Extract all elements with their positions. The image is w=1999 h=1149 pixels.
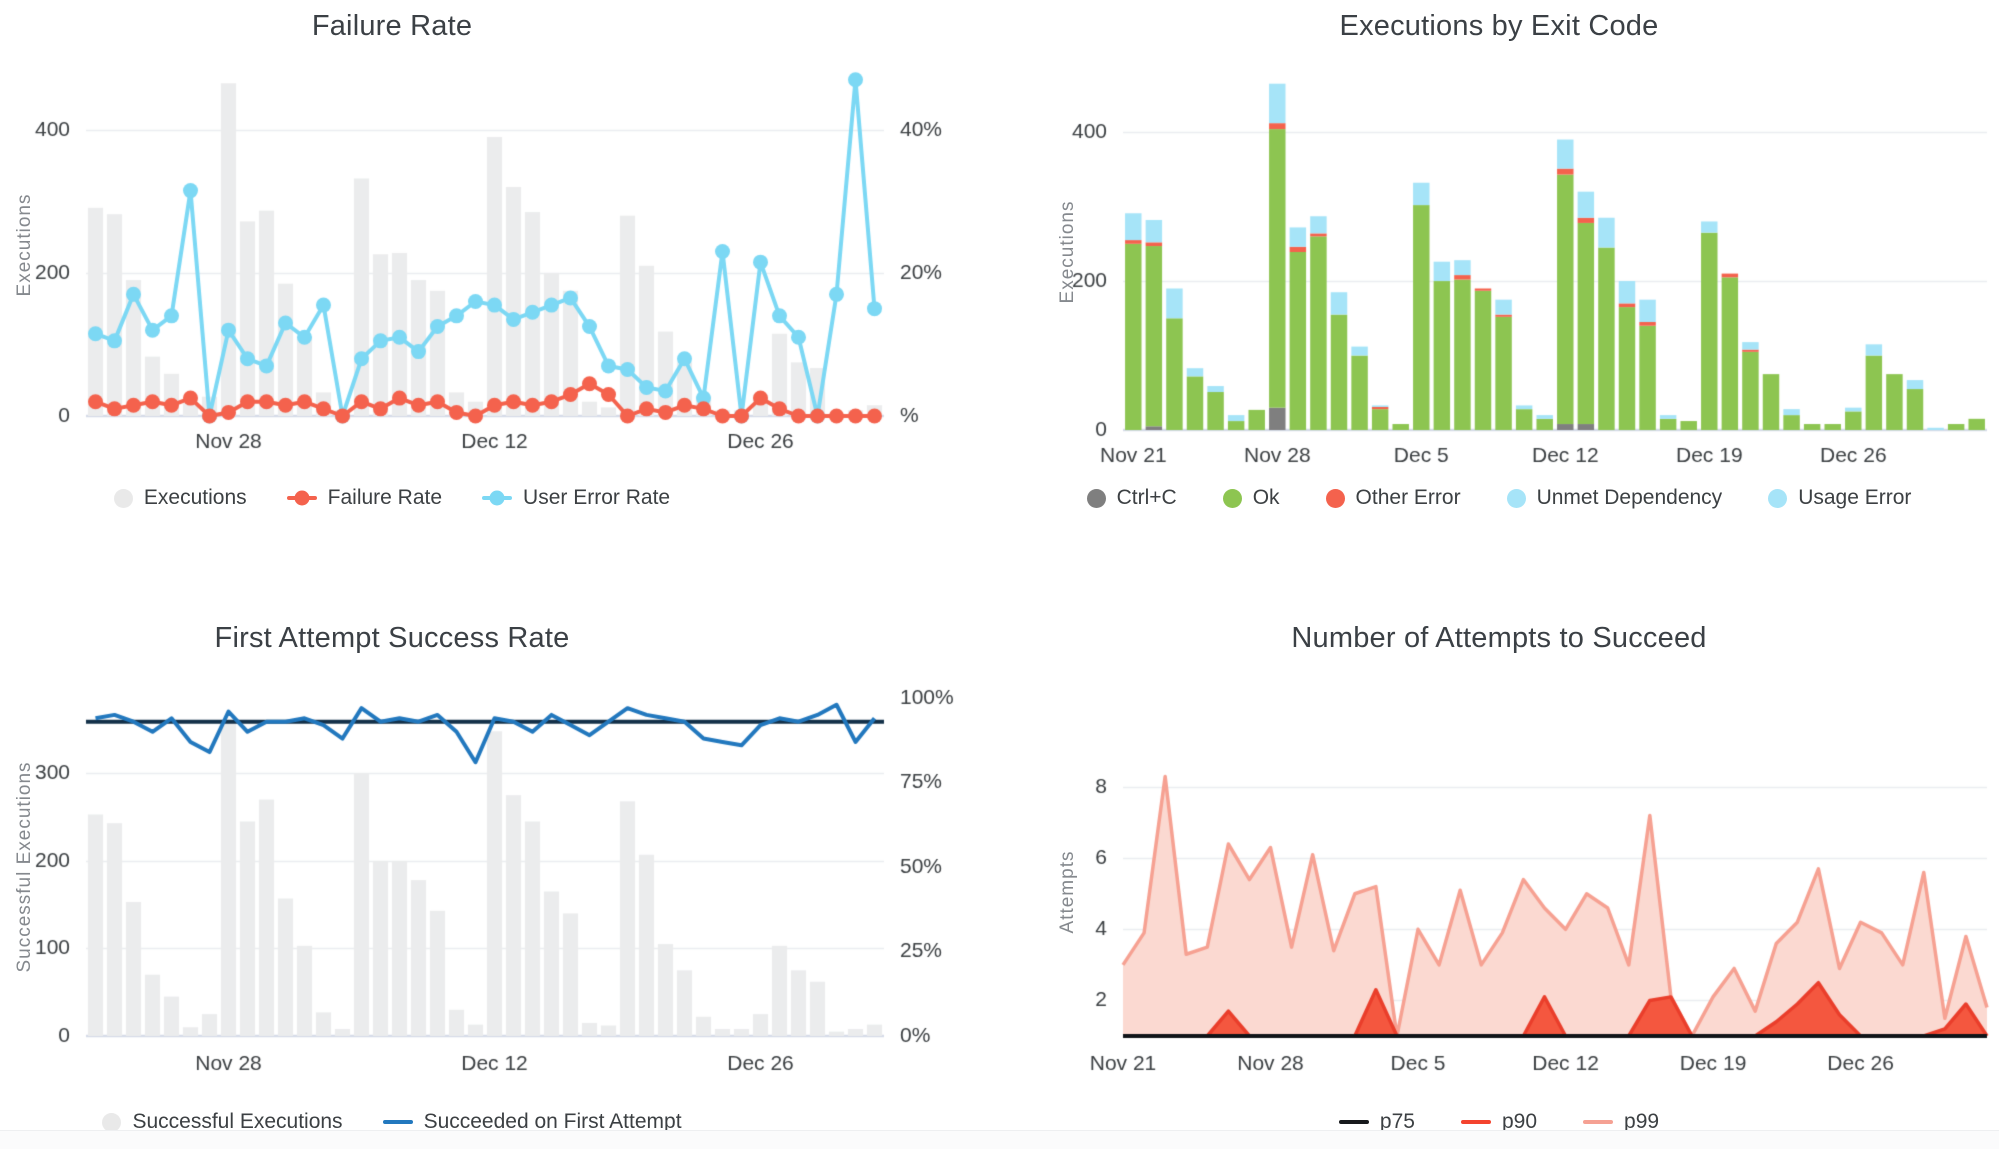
legend-dot-icon bbox=[102, 1112, 122, 1132]
page-title: First Attempt Success Rate bbox=[214, 622, 570, 654]
legend-item-p99[interactable]: p99 bbox=[1583, 1110, 1659, 1134]
legend-item-other-error[interactable]: Other Error bbox=[1325, 486, 1461, 510]
page-title: Failure Rate bbox=[311, 10, 473, 42]
bottom-edge-band bbox=[0, 1130, 1999, 1149]
legend: Ctrl+C Ok Other Error Unmet Dependency Usage… bbox=[999, 486, 1999, 510]
legend-dot-icon bbox=[1086, 488, 1106, 508]
legend-line-icon bbox=[382, 1120, 413, 1124]
legend-label: User Error Rate bbox=[523, 486, 671, 509]
legend-marker-dot bbox=[294, 490, 310, 506]
legend-item-succeeded-on-first-attempt[interactable]: Succeeded on First Attempt bbox=[382, 1110, 682, 1134]
legend-item-executions[interactable]: Executions bbox=[113, 486, 247, 510]
legend-item-unmet-dependency[interactable]: Unmet Dependency bbox=[1506, 486, 1723, 510]
legend-label: Ctrl+C bbox=[1116, 486, 1177, 509]
chart-first-attempt-success-rate: First Attempt Success Rate Successful Ex… bbox=[0, 574, 999, 1148]
legend-marker-dot bbox=[489, 490, 505, 506]
legend-label: p75 bbox=[1379, 1110, 1415, 1133]
chart-failure-rate: Failure Rate Executions Executions Failur… bbox=[0, 0, 999, 574]
legend-line-icon bbox=[286, 490, 317, 506]
legend-line-icon bbox=[1338, 1120, 1369, 1124]
chart-number-of-attempts: Number of Attempts to Succeed Attempts p… bbox=[999, 574, 1999, 1148]
legend-dot-icon bbox=[1768, 488, 1788, 508]
legend-label: Unmet Dependency bbox=[1536, 486, 1723, 509]
legend-dot-icon bbox=[113, 488, 133, 508]
legend: p75 p90 p99 bbox=[999, 1110, 1999, 1134]
legend-dot-icon bbox=[1325, 488, 1345, 508]
legend-label: p90 bbox=[1501, 1110, 1538, 1133]
legend-item-failure-rate[interactable]: Failure Rate bbox=[286, 486, 443, 510]
legend-label: p99 bbox=[1624, 1110, 1660, 1133]
legend-label: Successful Executions bbox=[132, 1110, 343, 1133]
legend-item-successful-executions[interactable]: Successful Executions bbox=[102, 1110, 343, 1134]
failure-rate-plot bbox=[0, 44, 999, 484]
legend-item-ctrl-c[interactable]: Ctrl+C bbox=[1086, 486, 1177, 510]
legend-label: Other Error bbox=[1355, 486, 1461, 509]
legend-label: Succeeded on First Attempt bbox=[423, 1110, 682, 1133]
chart-executions-by-exit-code: Executions by Exit Code Executions Ctrl+… bbox=[999, 0, 1999, 574]
legend-line-icon bbox=[1583, 1120, 1614, 1124]
legend-line-icon bbox=[1460, 1120, 1491, 1124]
first-attempt-plot bbox=[0, 658, 999, 1098]
legend-item-p75[interactable]: p75 bbox=[1338, 1110, 1415, 1134]
legend-item-p90[interactable]: p90 bbox=[1460, 1110, 1538, 1134]
legend-label: Ok bbox=[1252, 486, 1280, 509]
legend-item-ok[interactable]: Ok bbox=[1222, 486, 1280, 510]
legend-label: Usage Error bbox=[1798, 486, 1912, 509]
legend-label: Executions bbox=[143, 486, 247, 509]
page-title: Number of Attempts to Succeed bbox=[1291, 622, 1707, 654]
page-title: Executions by Exit Code bbox=[1339, 10, 1659, 42]
legend-dot-icon bbox=[1222, 488, 1242, 508]
legend-item-user-error-rate[interactable]: User Error Rate bbox=[482, 486, 670, 510]
exit-code-plot bbox=[999, 44, 1998, 484]
legend: Executions Failure Rate User Error Rate bbox=[0, 486, 784, 510]
legend-label: Failure Rate bbox=[327, 486, 443, 509]
legend-item-usage-error[interactable]: Usage Error bbox=[1768, 486, 1911, 510]
legend-dot-icon bbox=[1506, 488, 1526, 508]
legend: Successful Executions Succeeded on First … bbox=[0, 1110, 784, 1134]
legend-line-icon bbox=[482, 490, 513, 506]
attempts-plot bbox=[999, 658, 1998, 1098]
